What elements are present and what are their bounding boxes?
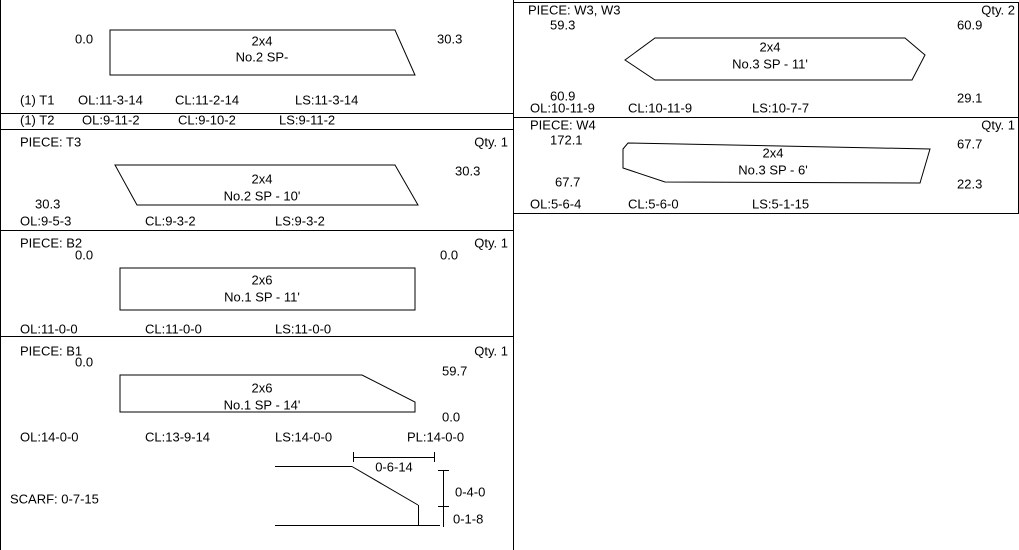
piece-shape bbox=[119, 374, 416, 413]
cut: OL:11-0-0 bbox=[20, 321, 78, 336]
piece-label: PIECE: T3 bbox=[20, 134, 81, 149]
angle: 22.3 bbox=[957, 176, 982, 191]
size: 2x4 bbox=[252, 171, 273, 186]
cut: LS:5-1-15 bbox=[752, 196, 809, 211]
size: 2x4 bbox=[252, 33, 273, 48]
grade: No.1 SP - 11' bbox=[224, 289, 300, 304]
cut: OL:11-3-14 bbox=[78, 92, 143, 107]
cut: LS:11-3-14 bbox=[295, 92, 358, 107]
angle: 30.3 bbox=[455, 163, 480, 178]
cut: PL:14-0-0 bbox=[407, 429, 464, 444]
piece-shape bbox=[119, 267, 416, 311]
angle: 30.3 bbox=[437, 31, 462, 46]
angle: 0.0 bbox=[75, 247, 93, 262]
cut: LS:9-11-2 bbox=[279, 112, 335, 127]
angle: 30.3 bbox=[35, 196, 60, 211]
grade: No.3 SP - 6' bbox=[738, 162, 807, 177]
piece-shape bbox=[622, 142, 931, 184]
qty: Qty. 1 bbox=[981, 117, 1015, 132]
piece-label: PIECE: W4 bbox=[530, 117, 596, 132]
cut: OL:10-11-9 bbox=[530, 100, 595, 115]
cut: OL:14-0-0 bbox=[20, 429, 79, 444]
dimension: 0-6-14 bbox=[375, 459, 413, 474]
piece-label: PIECE: B2 bbox=[20, 235, 82, 250]
cut: LS:10-7-7 bbox=[752, 100, 809, 115]
angle: 0.0 bbox=[75, 31, 93, 46]
qty: Qty. 1 bbox=[474, 134, 508, 149]
angle: 0.0 bbox=[75, 354, 93, 369]
grade: No.1 SP - 14' bbox=[224, 397, 301, 412]
cut: CL:11-0-0 bbox=[145, 321, 202, 336]
size: 2x4 bbox=[760, 39, 781, 54]
scarf-label: SCARF: 0-7-15 bbox=[10, 491, 99, 506]
angle: 60.9 bbox=[957, 17, 982, 32]
grade: No.2 SP- bbox=[236, 49, 289, 64]
size: 2x4 bbox=[763, 145, 784, 160]
cut: OL:5-6-4 bbox=[530, 196, 581, 211]
angle: 29.1 bbox=[957, 90, 982, 105]
cut: CL:5-6-0 bbox=[628, 196, 679, 211]
piece-label: PIECE: W3, W3 bbox=[528, 2, 620, 17]
angle: 172.1 bbox=[550, 132, 583, 147]
angle: 59.7 bbox=[442, 363, 467, 378]
grade: No.2 SP - 10' bbox=[224, 188, 301, 203]
grade: No.3 SP - 11' bbox=[732, 56, 808, 71]
piece-shape bbox=[624, 37, 926, 81]
dimension: 0-4-0 bbox=[455, 484, 485, 499]
angle: 60.9 bbox=[550, 88, 575, 103]
size: 2x6 bbox=[252, 272, 273, 287]
qty: Qty. 1 bbox=[474, 343, 508, 358]
row-label: (1) T2 bbox=[20, 112, 54, 127]
piece-label: PIECE: B1 bbox=[20, 343, 82, 358]
piece-shape bbox=[114, 164, 419, 206]
dimension: 0-1-8 bbox=[453, 511, 483, 526]
angle: 0.0 bbox=[442, 409, 460, 424]
cut: CL:13-9-14 bbox=[145, 429, 210, 444]
size: 2x6 bbox=[252, 380, 273, 395]
piece-shape bbox=[109, 29, 416, 76]
scarf-diagram bbox=[275, 452, 449, 527]
angle: 59.3 bbox=[550, 17, 575, 32]
cut: LS:11-0-0 bbox=[275, 321, 331, 336]
row-label: (1) T1 bbox=[20, 92, 54, 107]
cut: CL:9-3-2 bbox=[145, 213, 196, 228]
qty: Qty. 1 bbox=[474, 235, 508, 250]
cut: OL:9-11-2 bbox=[82, 112, 140, 127]
cut: LS:9-3-2 bbox=[275, 213, 325, 228]
angle: 67.7 bbox=[555, 174, 580, 189]
qty: Qty. 2 bbox=[981, 2, 1015, 17]
cut: OL:9-5-3 bbox=[20, 213, 71, 228]
cut: CL:11-2-14 bbox=[175, 92, 239, 107]
cut: LS:14-0-0 bbox=[275, 429, 332, 444]
cut: CL:10-11-9 bbox=[628, 100, 692, 115]
angle: 0.0 bbox=[440, 247, 458, 262]
cut: CL:9-10-2 bbox=[178, 112, 236, 127]
angle: 67.7 bbox=[957, 136, 982, 151]
